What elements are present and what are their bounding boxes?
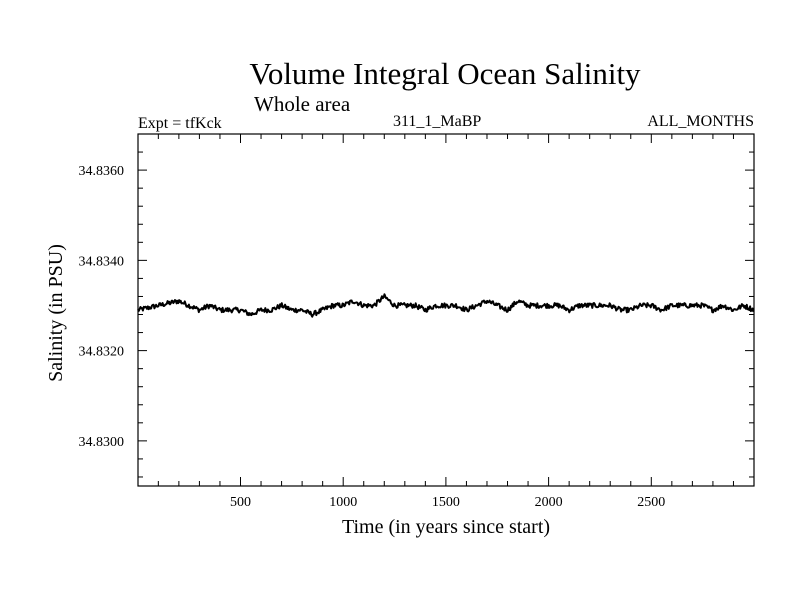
- chart-subtitle: Whole area: [254, 92, 351, 116]
- x-tick-label: 500: [230, 495, 251, 510]
- y-axis-label: Salinity (in PSU): [45, 244, 67, 382]
- chart-title: Volume Integral Ocean Salinity: [249, 56, 641, 91]
- x-tick-label: 1500: [432, 495, 460, 510]
- run-label: 311_1_MaBP: [393, 113, 482, 130]
- period-label: ALL_MONTHS: [647, 113, 754, 130]
- tick-labels: 500 1000 1500 2000 2500 34.8300 34.8320 34.8340…: [79, 164, 666, 510]
- salinity-series-line: [137, 293, 755, 318]
- x-tick-label: 2500: [637, 495, 665, 510]
- y-tick-label: 34.8320: [79, 345, 125, 360]
- axis-ticks: [138, 133, 754, 486]
- x-tick-label: 2000: [535, 495, 563, 510]
- x-tick-label: 1000: [329, 495, 357, 510]
- y-tick-label: 34.8340: [79, 254, 125, 269]
- x-axis-label: Time (in years since start): [341, 516, 551, 538]
- experiment-label: Expt = tfKck: [138, 115, 222, 132]
- y-tick-label: 34.8300: [79, 435, 125, 450]
- y-tick-label: 34.8360: [79, 164, 125, 179]
